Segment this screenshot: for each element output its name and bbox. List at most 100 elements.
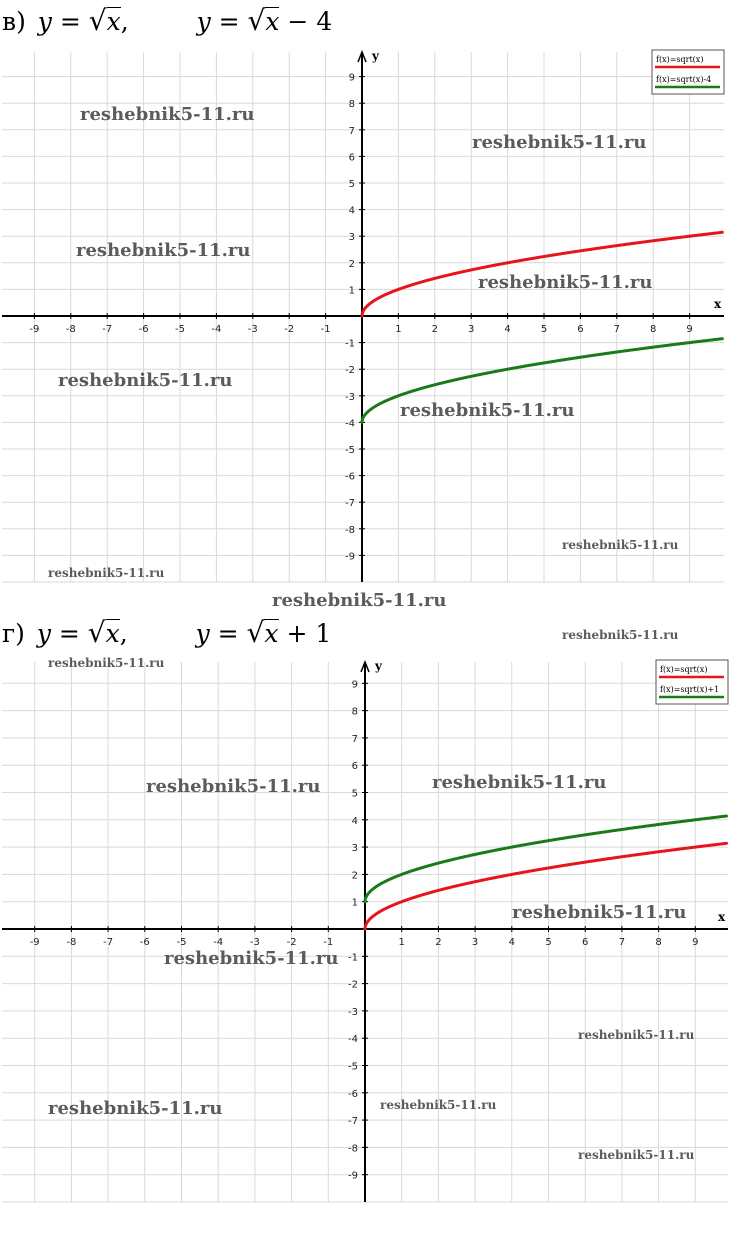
legend-entry-2: f(x)=sqrt(x)+1 [660,685,719,694]
x-tick-label: -6 [140,937,150,948]
y-tick-label: 1 [352,898,358,909]
y-tick-label: -3 [345,392,355,403]
equation-1: y = √x, [36,616,128,649]
y-axis-label: y [371,49,380,63]
heading-label: в) [2,7,26,36]
y-tick-label: -2 [345,365,355,376]
y-tick-label: -9 [348,1171,358,1182]
y-tick-label: 4 [352,816,358,827]
y-tick-label: -1 [345,339,355,350]
equation-2: y = √x + 1 [195,616,332,649]
y-axis-arrow-icon [357,49,367,63]
watermark: reshebnik5-11.ru [58,370,233,391]
y-axis-label: y [374,659,383,673]
legend-entry-1: f(x)=sqrt(x) [656,55,703,64]
y-tick-label: 2 [352,870,358,881]
y-tick-label: -5 [348,1062,358,1073]
x-tick-label: 1 [395,324,401,335]
heading-label: г) [2,619,25,648]
y-tick-label: 6 [352,761,358,772]
watermark: reshebnik5-11.ru [164,948,339,969]
legend: f(x)=sqrt(x) f(x)=sqrt(x)+1 [655,659,729,705]
y-tick-label: -5 [345,445,355,456]
x-tick-label: 1 [399,937,405,948]
watermark: reshebnik5-11.ru [48,656,165,670]
x-tick-label: -9 [29,324,39,335]
y-tick-label: -1 [348,952,358,963]
x-tick-label: -5 [175,324,185,335]
watermark: reshebnik5-11.ru [578,1148,695,1162]
x-tick-label: -8 [66,937,76,948]
y-tick-label: -8 [345,525,355,536]
y-tick-label: 6 [349,152,355,163]
x-tick-label: 5 [541,324,547,335]
watermark: reshebnik5-11.ru [48,1098,223,1119]
x-tick-label: 9 [686,324,692,335]
watermark: reshebnik5-11.ru [472,132,647,153]
y-tick-label: 9 [352,679,358,690]
y-tick-label: -9 [345,551,355,562]
y-tick-label: 3 [352,843,358,854]
chart-v: x y -9 -8 -7 -6 -5 -4 -3 -2 -1 1 2 3 4 5 6 7 8 9 9 8 7 6 5 4 3 2 1 -1… [2,49,725,583]
series-line-1 [363,841,729,931]
x-tick-label: -7 [103,937,113,948]
y-tick-label: 8 [349,99,355,110]
x-tick-label: -6 [139,324,149,335]
legend: f(x)=sqrt(x) f(x)=sqrt(x)-4 [651,49,725,95]
watermark: reshebnik5-11.ru [512,902,687,923]
sqrt-icon: √ [247,4,266,37]
x-tick-label: 8 [650,324,656,335]
watermark: reshebnik5-11.ru [400,400,575,421]
watermark: reshebnik5-11.ru [478,272,653,293]
x-tick-label: 5 [545,937,551,948]
x-tick-label: -2 [287,937,297,948]
y-tick-label: -4 [345,418,355,429]
x-tick-label: 2 [435,937,441,948]
equation-1: y = √x, [37,4,129,37]
watermark: reshebnik5-11.ru [272,590,447,611]
y-tick-label: 7 [352,734,358,745]
x-tick-label: 8 [655,937,661,948]
x-tick-label: -9 [30,937,40,948]
heading-g: г) y = √x, y = √x + 1 [2,616,331,649]
x-tick-label: 7 [614,324,620,335]
y-tick-label: -7 [345,498,355,509]
y-tick-label: 1 [349,285,355,296]
heading-v: в) y = √x, y = √x − 4 [2,4,332,37]
y-tick-label: -2 [348,980,358,991]
legend-entry-2: f(x)=sqrt(x)-4 [656,75,711,84]
sqrt-icon: √ [88,4,107,37]
x-tick-label: 3 [472,937,478,948]
y-tick-label: -8 [348,1143,358,1154]
x-tick-label: -1 [321,324,331,335]
y-tick-label: -6 [345,472,355,483]
x-tick-label: 2 [432,324,438,335]
watermark: reshebnik5-11.ru [432,772,607,793]
x-tick-label: 9 [692,937,698,948]
chart-g: x y -9 -8 -7 -6 -5 -4 -3 -2 -1 1 2 3 4 5 6 7 8 9 9 8 7 6 5 4 3 2 1 -1… [2,659,729,1203]
watermark: reshebnik5-11.ru [48,566,165,580]
y-axis-arrow-icon [360,659,370,673]
y-tick-label: -7 [348,1116,358,1127]
watermark: reshebnik5-11.ru [76,240,251,261]
watermark: reshebnik5-11.ru [562,628,679,642]
x-tick-label: -2 [284,324,294,335]
y-tick-label: 8 [352,707,358,718]
x-tick-label: 3 [468,324,474,335]
x-axis-label: x [718,910,726,924]
x-tick-label: -4 [211,324,221,335]
x-tick-label: -7 [102,324,112,335]
x-tick-label: 4 [509,937,515,948]
sqrt-icon: √ [87,616,106,649]
watermark: reshebnik5-11.ru [380,1098,497,1112]
y-tick-label: 9 [349,73,355,84]
y-tick-label: 4 [349,206,355,217]
x-tick-label: -8 [66,324,76,335]
x-tick-label: 6 [582,937,588,948]
legend-entry-1: f(x)=sqrt(x) [660,665,707,674]
y-tick-label: 2 [349,259,355,270]
watermark: reshebnik5-11.ru [146,776,321,797]
watermark: reshebnik5-11.ru [578,1028,695,1042]
y-tick-label: -4 [348,1034,358,1045]
x-axis-label: x [714,297,722,311]
